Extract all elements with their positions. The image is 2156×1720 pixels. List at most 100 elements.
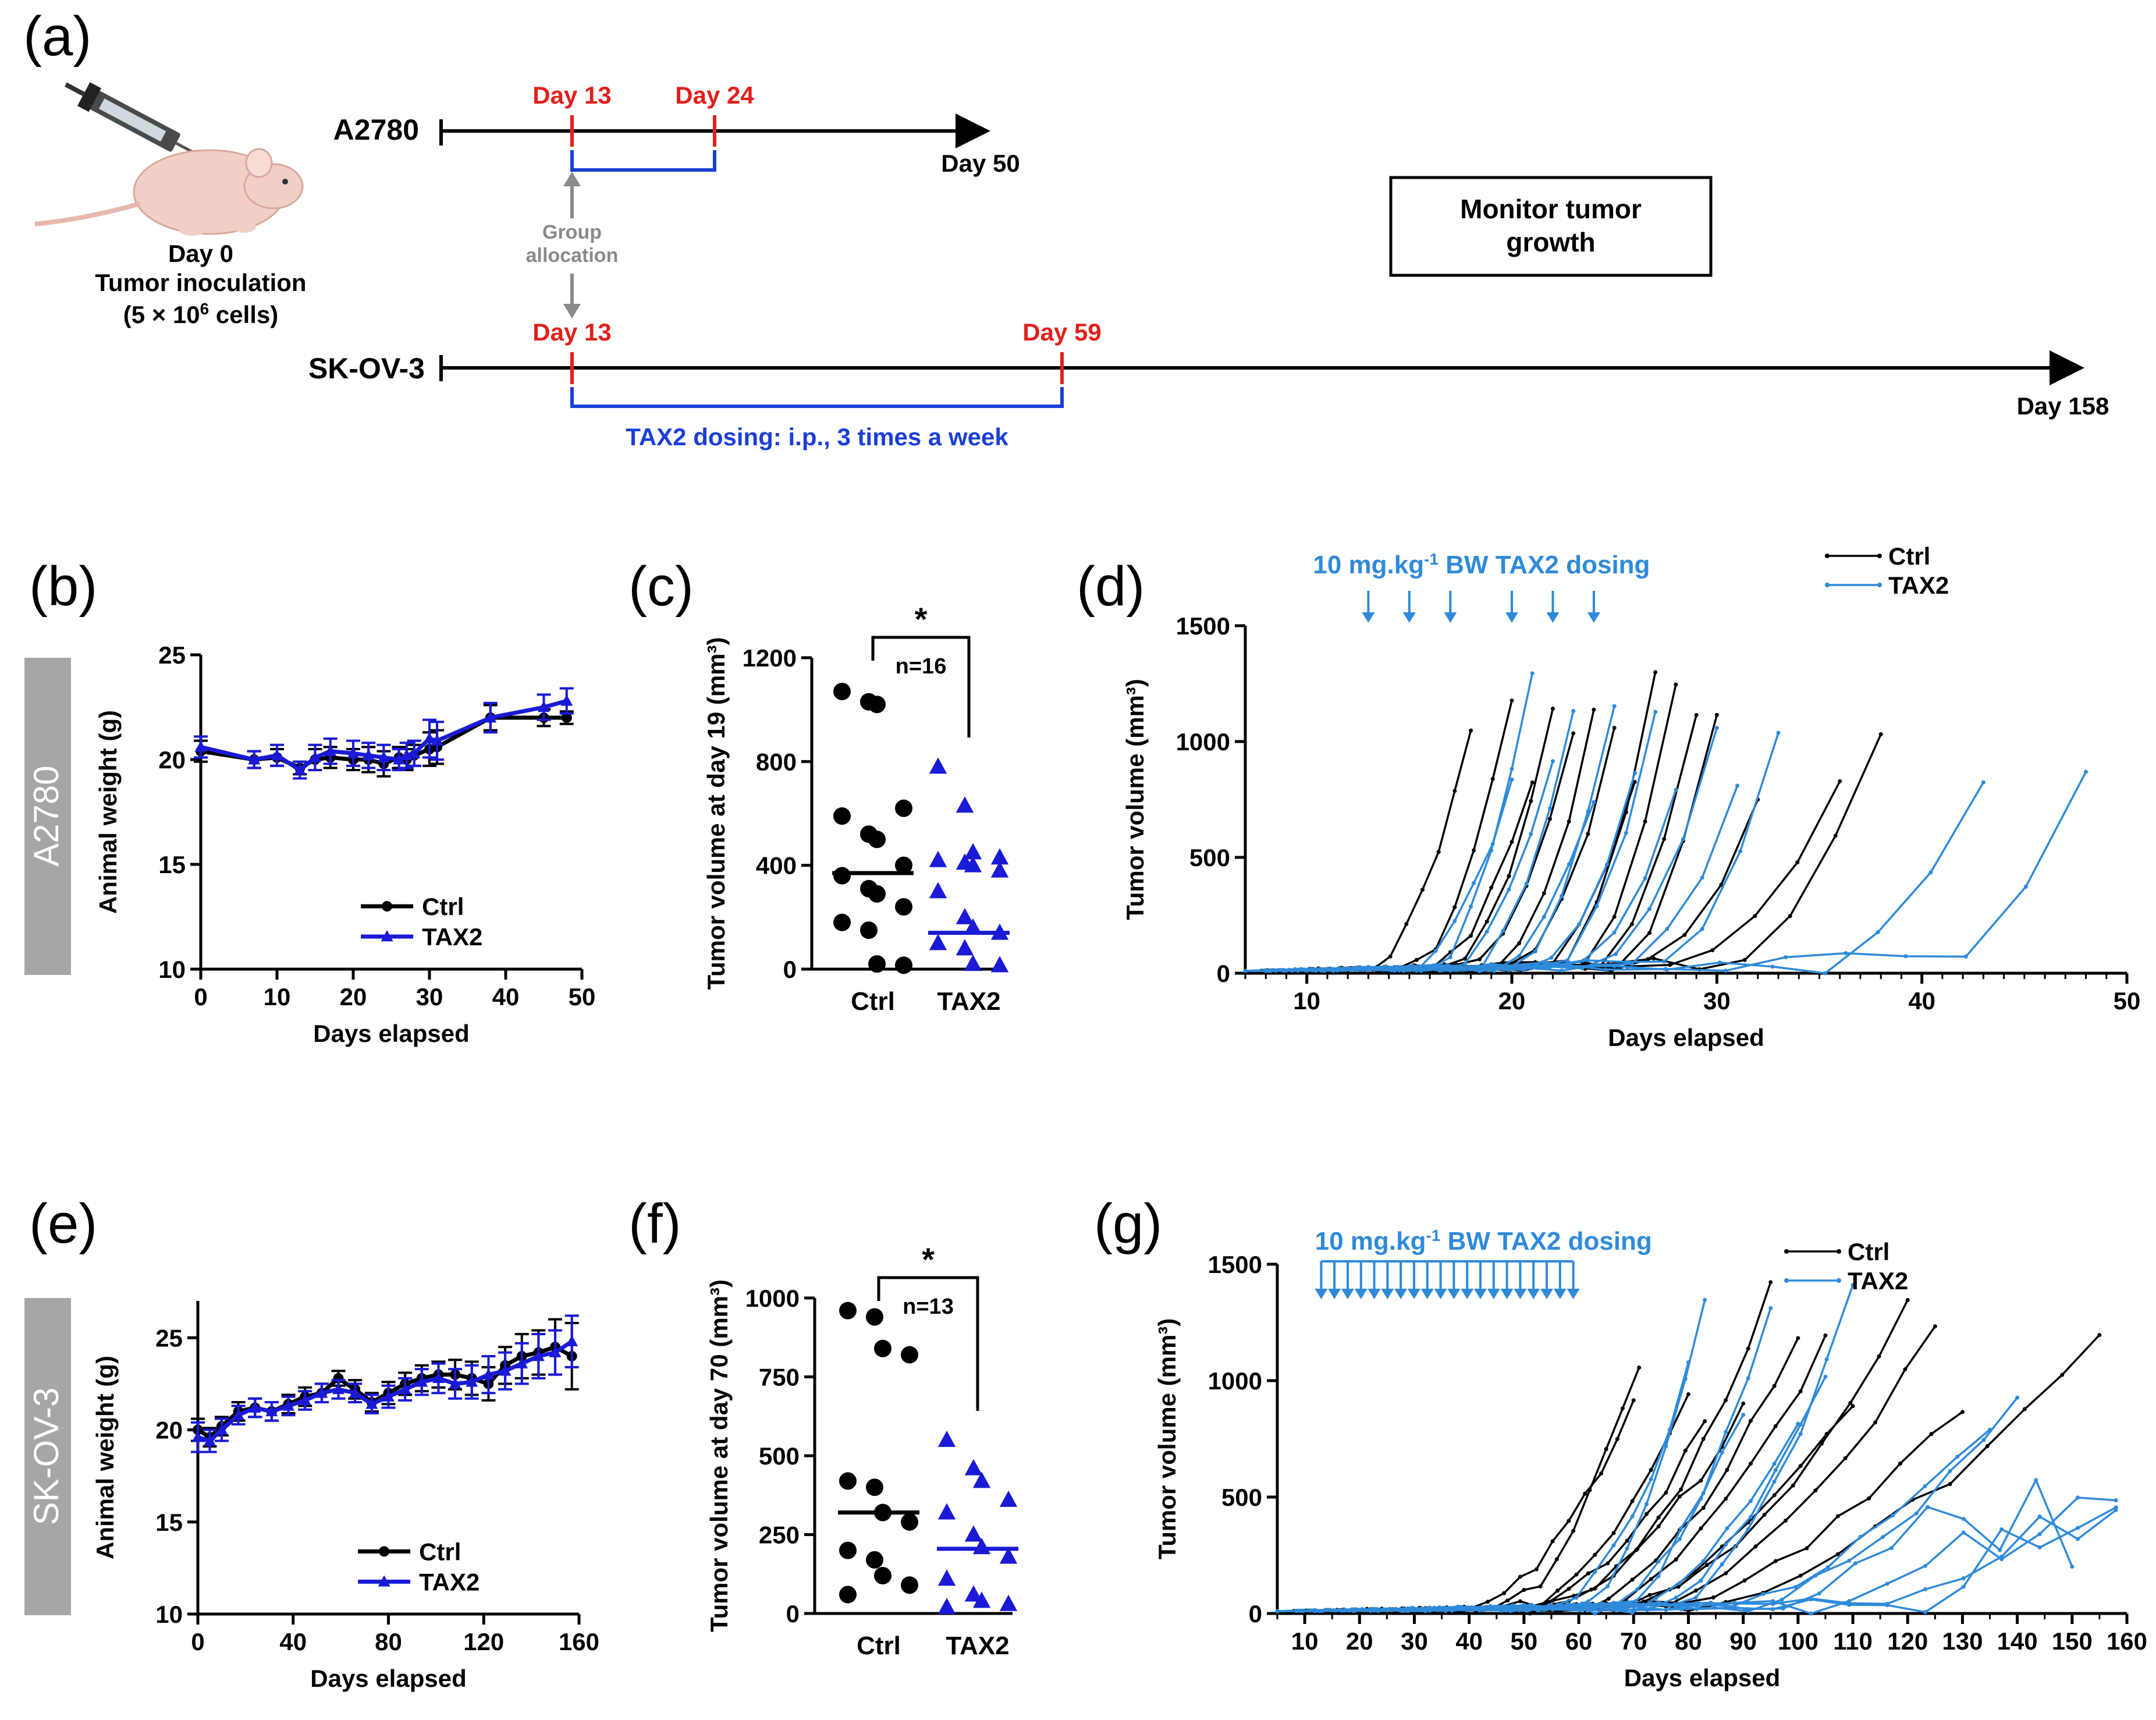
tax2-point: [466, 1375, 478, 1387]
ctrl-curve-point: [1620, 1406, 1625, 1411]
ctrl-curve-point: [1838, 779, 1842, 783]
tax2-curve-point: [1560, 893, 1564, 898]
y-axis-label: Tumor volume (mm³): [1153, 1318, 1181, 1560]
tax2-curve-point: [1580, 1601, 1585, 1606]
ctrl-curve-point: [1682, 932, 1687, 937]
x-tick-label: 0: [191, 1628, 204, 1655]
ctrl-curve-point: [1835, 1514, 1840, 1519]
ctrl-point: [868, 696, 886, 714]
tax2-curve-point: [1656, 1603, 1661, 1608]
ctrl-curve-point: [1462, 956, 1467, 961]
down-arrow-icon: [1354, 1289, 1368, 1299]
monitor-box-line1: Monitor tumor: [1460, 194, 1642, 224]
ctrl-curve-point: [1753, 914, 1757, 918]
tax2-curve-point: [1593, 1611, 1597, 1616]
tax2-curve-point: [1529, 832, 1533, 836]
ctrl-curve-point: [1634, 1548, 1639, 1552]
tax2-curve-point: [1999, 1554, 2004, 1559]
ctrl-curve-point: [1517, 941, 1522, 946]
skov3-dosing-bracket: [570, 387, 1064, 408]
monitor-box-line2: growth: [1506, 227, 1595, 257]
tax2-curve-point: [1768, 1306, 1773, 1310]
legend-label: TAX2: [1848, 1267, 1908, 1295]
tax2-point: [929, 882, 947, 899]
dosing-label-post: BW TAX2 dosing: [1440, 1227, 1651, 1256]
ctrl-curve-point: [1414, 957, 1419, 962]
tax2-curve-point: [1809, 1611, 1813, 1616]
ctrl-curve-point: [1798, 1573, 1803, 1578]
tax2-curve-point: [1772, 1479, 1777, 1484]
ctrl-curve-point: [1586, 832, 1590, 836]
y-tick-label: 20: [158, 746, 186, 774]
tax2-curve: [1245, 802, 1595, 972]
y-tick-label: 15: [158, 851, 186, 878]
tax2-point: [999, 1490, 1018, 1507]
ctrl-curve-point: [1589, 1587, 1593, 1592]
ctrl-curve-point: [1599, 1471, 1604, 1476]
x-tick-label: 30: [1401, 1627, 1428, 1655]
tax2-point: [937, 1598, 956, 1615]
dosing-label: 10 mg.kg-1 BW TAX2 dosing: [1313, 550, 1650, 580]
tax2-curve-point: [1720, 1450, 1724, 1455]
tax2-curve-point: [1699, 1579, 1703, 1583]
tax2-curve: [1245, 771, 2087, 972]
tax2-curve-point: [1703, 1297, 1707, 1302]
tax2-curve-point: [1565, 958, 1570, 963]
tax2-curve-point: [1784, 955, 1788, 960]
panel-label: (b): [29, 555, 97, 618]
tax2-curve-point: [1999, 1527, 2004, 1531]
ctrl-curve-point: [1805, 1546, 1809, 1551]
tax2-point: [956, 907, 974, 924]
tax2-curve-point: [1876, 930, 1880, 935]
ctrl-curve-point: [1724, 1496, 1728, 1501]
y-tick-label: 250: [759, 1522, 800, 1549]
ctrl-curve: [1277, 1299, 1909, 1612]
ctrl-curve-point: [1567, 1587, 1571, 1591]
ctrl-curve-point: [1898, 1461, 1902, 1466]
ctrl-curve: [1245, 782, 1533, 972]
tax2-curve-point: [1738, 849, 1743, 853]
tax2-point: [964, 856, 982, 873]
tax2-curve-point: [1771, 1602, 1775, 1606]
tax2-point: [377, 751, 390, 763]
ctrl-curve-point: [1469, 934, 1473, 938]
tax2-point: [929, 850, 947, 867]
ctrl-curve-point: [1686, 1392, 1690, 1396]
tax2-curve-point: [1549, 955, 1554, 960]
panel-label: (f): [628, 1193, 681, 1255]
dosing-label: 10 mg.kg-1 BW TAX2 dosing: [1315, 1226, 1652, 1256]
tax2-curve-point: [1643, 876, 1647, 881]
tax2-curve-point: [1630, 1611, 1635, 1615]
mouse-syringe-icon: [34, 82, 304, 236]
tax2-point: [365, 1398, 378, 1409]
legend-label: Ctrl: [422, 893, 464, 920]
tax2-curve-point: [1695, 1604, 1699, 1608]
tax2-curve-point: [1433, 949, 1438, 953]
ctrl-curve: [1245, 708, 1554, 972]
ctrl-curve-point: [1933, 1324, 1937, 1329]
ctrl-curve-point: [1773, 1559, 1778, 1563]
down-arrow-icon: [1461, 1289, 1474, 1299]
tax2-curve-point: [1606, 1584, 1610, 1588]
tax2-curve-point: [1593, 1569, 1597, 1574]
ctrl-curve-point: [1668, 963, 1672, 967]
ctrl-curve-point: [1541, 891, 1546, 896]
tax2-point: [964, 1585, 983, 1602]
tax2-curve-point: [1903, 954, 1908, 959]
tax2-curve-point: [1427, 1606, 1432, 1611]
tax2-curve-point: [1889, 1546, 1894, 1551]
ctrl-curve-point: [1651, 956, 1656, 961]
tax2-point: [499, 1364, 512, 1376]
tax2-curve-point: [1653, 710, 1658, 714]
tax2-point: [248, 1401, 261, 1413]
ctrl-point: [895, 956, 912, 974]
tax2-curve-point: [1677, 1581, 1682, 1586]
tax2-curve-point: [2015, 1395, 2020, 1400]
legend-label: TAX2: [422, 923, 482, 951]
tax2-curve-point: [1695, 1601, 1699, 1605]
down-arrow-icon: [1394, 1289, 1408, 1299]
y-tick-label: 750: [759, 1364, 800, 1391]
x-tick-label: 10: [264, 983, 291, 1010]
dosing-label-pre: 10 mg.kg: [1313, 551, 1424, 579]
tax2-curve-point: [1517, 953, 1522, 958]
